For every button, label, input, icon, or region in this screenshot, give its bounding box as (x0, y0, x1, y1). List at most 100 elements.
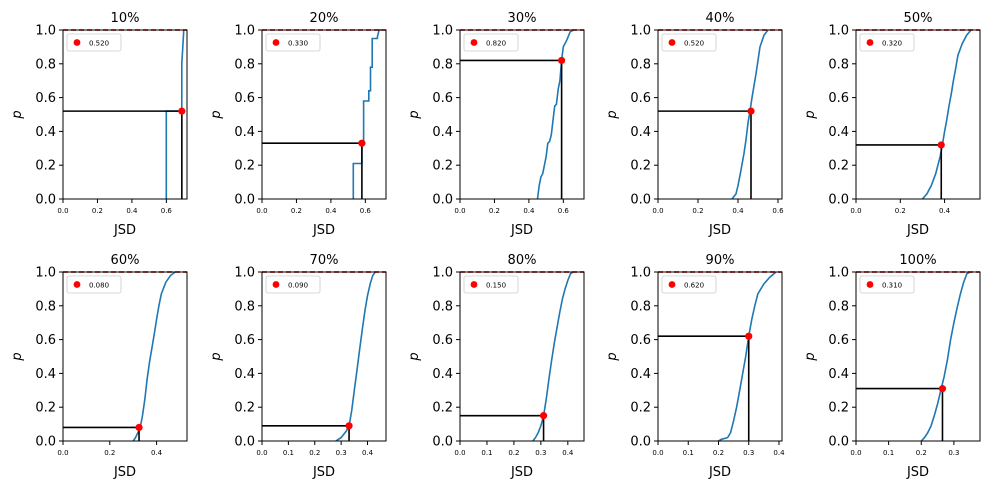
y-tick-label: 0.2 (828, 401, 849, 416)
axes-frame (459, 29, 585, 200)
subplot-3: 30% 0.0 0.2 0.4 0.6 0.8 1.0 0.0 0.2 0.4 0.6 JSD p 0.8… (407, 11, 585, 238)
x-tick-label: 0.4 (732, 207, 744, 215)
cdf-line (335, 271, 377, 442)
y-tick-label: 1.0 (35, 24, 56, 39)
y-axis-label: p (407, 352, 422, 361)
axes-frame (261, 29, 387, 200)
legend-box (265, 275, 321, 294)
x-tick-label: 0.4 (126, 207, 138, 215)
threshold-marker (539, 412, 548, 420)
x-tick-label: 0.2 (895, 207, 906, 215)
subplot-title: 100% (899, 253, 936, 268)
y-tick-label: 0.6 (35, 91, 56, 106)
y-axis-label: p (605, 352, 620, 361)
legend-label: 0.090 (288, 282, 308, 290)
y-tick-label: 0.8 (630, 299, 651, 314)
y-tick-label: 0.6 (432, 333, 453, 348)
y-axis-label: p (209, 352, 224, 361)
legend-marker (470, 39, 478, 46)
legend-label: 0.080 (89, 282, 109, 290)
axes-frame (855, 29, 981, 200)
x-tick-label: 0.6 (558, 207, 570, 215)
y-tick-label: 1.0 (630, 24, 651, 39)
x-tick-label: 0.4 (362, 449, 374, 457)
threshold-marker (358, 139, 366, 147)
axes-frame (657, 271, 783, 442)
x-tick-label: 0.0 (652, 207, 663, 215)
x-axis-label: JSD (312, 465, 335, 480)
legend: 0.520 (661, 33, 717, 52)
subplot-5: 50% 0.0 0.2 0.4 0.6 0.8 1.0 0.0 0.2 0.4 JSD p 0.320 (803, 11, 981, 238)
axes-frame (62, 29, 188, 200)
y-tick-label: 0.0 (234, 435, 255, 450)
cdf-line (718, 271, 777, 442)
legend-box (661, 33, 717, 52)
legend-marker (73, 281, 81, 288)
x-tick-label: 0.2 (104, 449, 115, 457)
axes-frame (261, 271, 387, 442)
subplot-4: 40% 0.0 0.2 0.4 0.6 0.8 1.0 0.0 0.2 0.4 0.6 JSD p 0.5… (605, 11, 784, 238)
legend: 0.150 (463, 275, 519, 294)
y-tick-label: 0.0 (630, 435, 651, 450)
y-tick-label: 1.0 (432, 24, 453, 39)
y-tick-label: 0.0 (432, 435, 453, 450)
x-tick-label: 0.0 (454, 449, 465, 457)
cdf-line (921, 29, 972, 200)
x-axis-label: JSD (312, 223, 335, 238)
legend: 0.320 (859, 33, 915, 52)
x-tick-label: 0.3 (948, 449, 959, 457)
subplot-title: 10% (111, 11, 140, 26)
cdf-line (920, 271, 971, 442)
x-tick-label: 0.2 (692, 207, 703, 215)
x-tick-label: 0.6 (161, 207, 173, 215)
x-axis-label: JSD (510, 223, 533, 238)
legend-label: 0.330 (288, 40, 308, 48)
legend-marker (272, 281, 280, 288)
subplot-2: 20% 0.0 0.2 0.4 0.6 0.8 1.0 0.0 0.2 0.4 0.6 JSD p 0.3… (209, 11, 387, 238)
subplot-8: 80% 0.0 0.2 0.4 0.6 0.8 1.0 0.0 0.1 0.2 0.3 0.4 JSD p… (407, 253, 585, 480)
y-tick-label: 0.6 (630, 91, 651, 106)
axes-frame (62, 271, 188, 442)
y-tick-label: 0.8 (828, 299, 849, 314)
subplot-title: 30% (508, 11, 537, 26)
axes-frame (657, 29, 783, 200)
y-tick-label: 0.8 (432, 299, 453, 314)
y-tick-label: 1.0 (234, 24, 255, 39)
axes-frame (459, 271, 585, 442)
x-tick-label: 0.3 (336, 449, 347, 457)
x-tick-label: 0.4 (523, 207, 535, 215)
subplot-1: 10% 0.0 0.2 0.4 0.6 0.8 1.0 0.0 0.2 0.4 0.6 JSD p 0.5… (10, 11, 188, 238)
y-tick-label: 0.2 (630, 401, 651, 416)
x-tick-label: 0.4 (151, 449, 163, 457)
y-tick-label: 0.6 (630, 333, 651, 348)
y-tick-label: 0.2 (234, 401, 255, 416)
x-tick-label: 0.4 (773, 449, 785, 457)
legend-label: 0.320 (882, 40, 902, 48)
y-tick-label: 0.0 (432, 193, 453, 208)
y-tick-label: 1.0 (630, 266, 651, 281)
y-tick-label: 0.2 (828, 159, 849, 174)
legend-label: 0.150 (486, 282, 506, 290)
threshold-marker (747, 107, 755, 115)
x-tick-label: 0.2 (916, 449, 927, 457)
y-axis-label: p (10, 352, 25, 361)
y-tick-label: 0.0 (630, 193, 651, 208)
x-tick-label: 0.1 (683, 449, 694, 457)
x-tick-label: 0.0 (256, 207, 267, 215)
x-tick-label: 0.6 (772, 207, 784, 215)
x-axis-label: JSD (906, 223, 929, 238)
y-tick-label: 0.2 (432, 159, 453, 174)
x-tick-label: 0.0 (850, 207, 861, 215)
x-tick-label: 0.2 (309, 449, 320, 457)
y-tick-label: 0.2 (432, 401, 453, 416)
y-tick-label: 0.8 (35, 57, 56, 72)
legend-label: 0.310 (882, 282, 902, 290)
cdf-line (132, 271, 176, 442)
x-tick-label: 0.6 (360, 207, 372, 215)
legend-label: 0.620 (684, 282, 704, 290)
legend-label: 0.820 (486, 40, 506, 48)
y-tick-label: 0.6 (35, 333, 56, 348)
threshold-marker (558, 56, 566, 65)
y-tick-label: 1.0 (432, 266, 453, 281)
